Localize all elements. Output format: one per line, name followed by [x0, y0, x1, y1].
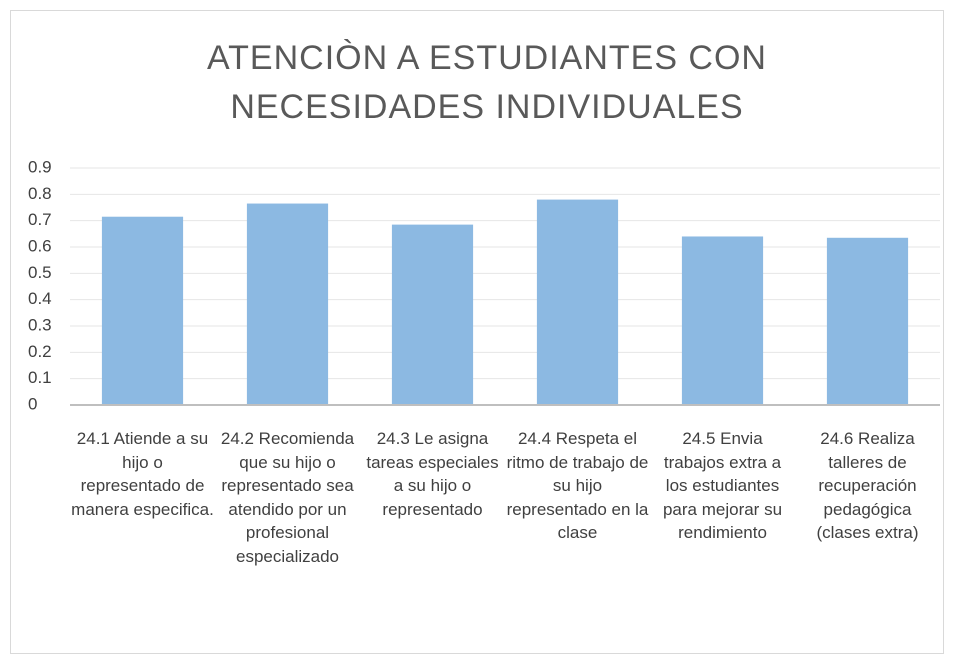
y-tick-label: 0.7 — [28, 210, 52, 229]
y-tick-label: 0.1 — [28, 368, 52, 387]
y-tick-label: 0.8 — [28, 184, 52, 203]
bar — [391, 224, 474, 405]
x-tick-label: 24.5 Envia trabajos extra a los estudian… — [662, 429, 783, 542]
bar — [246, 203, 329, 405]
bar — [681, 236, 764, 405]
x-tick-label: 24.3 Le asigna tareas especiales a su hi… — [366, 429, 499, 519]
x-tick-label: 24.2 Recomienda que su hijo o representa… — [220, 429, 355, 566]
x-tick-label: 24.1 Atiende a su hijo o representado de… — [71, 429, 214, 519]
y-tick-label: 0.5 — [28, 263, 52, 282]
bar — [536, 199, 619, 405]
y-tick-label: 0.9 — [28, 157, 52, 176]
y-tick-label: 0 — [28, 394, 37, 413]
chart-title: ATENCIÒN A ESTUDIANTES CON NECESIDADES I… — [206, 39, 767, 126]
x-tick-label: 24.4 Respeta el ritmo de trabajo de su h… — [506, 429, 649, 542]
y-tick-label: 0.4 — [28, 289, 52, 308]
y-tick-label: 0.6 — [28, 236, 52, 255]
bar — [826, 237, 909, 405]
y-tick-label: 0.3 — [28, 315, 52, 334]
x-tick-label: 24.6 Realiza talleres de recuperación pe… — [816, 429, 919, 542]
y-tick-label: 0.2 — [28, 342, 52, 361]
bar — [101, 216, 184, 405]
